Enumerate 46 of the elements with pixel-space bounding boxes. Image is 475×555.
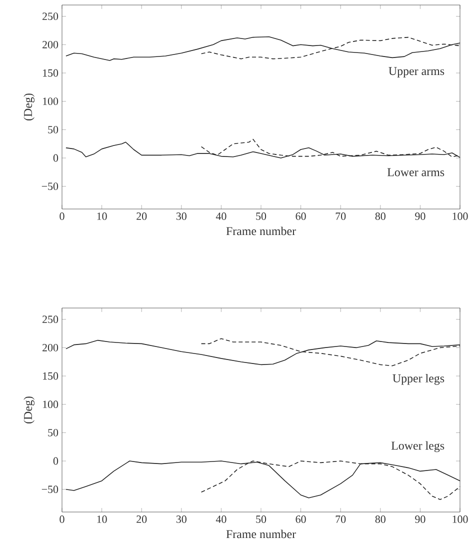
y-tick-label: 100 <box>43 400 58 408</box>
x-tick-label: 60 <box>296 212 306 220</box>
x-tick-label: 100 <box>452 212 468 220</box>
y-tick-label: 0 <box>53 457 58 465</box>
y-tick-label: 0 <box>53 154 58 162</box>
x-tick-label: 80 <box>375 212 386 220</box>
x-tick-label: 40 <box>216 516 226 523</box>
x-tick-label: 90 <box>415 516 426 523</box>
line-series <box>66 36 460 61</box>
y-tick-label: 50 <box>48 428 58 436</box>
x-tick-label: 60 <box>296 516 306 523</box>
y-tick-label: 250 <box>42 12 58 20</box>
x-tick-label: 70 <box>336 516 346 523</box>
x-tick-label: 50 <box>256 516 266 523</box>
x-tick-label: 10 <box>97 516 107 523</box>
x-tick-label: 100 <box>452 516 468 523</box>
y-tick-label: 150 <box>43 372 58 380</box>
x-tick-label: 20 <box>136 516 147 523</box>
x-tick-label: 50 <box>256 212 266 220</box>
x-tick-label: 10 <box>97 212 107 220</box>
y-axis-title: (Deg) <box>24 94 34 120</box>
x-tick-label: 20 <box>136 212 147 220</box>
y-tick-label: 50 <box>48 126 58 134</box>
y-tick-label: 200 <box>42 40 58 48</box>
x-tick-label: 0 <box>60 516 64 523</box>
line-series <box>66 460 460 498</box>
x-tick-label: 90 <box>415 212 426 220</box>
x-axis-title: Frame number <box>226 530 296 538</box>
annotation: Lower legs <box>391 441 444 452</box>
y-tick-label: 250 <box>42 316 58 324</box>
annotation: Upper legs <box>392 374 444 385</box>
annotation: Lower arms <box>387 168 444 176</box>
x-tick-label: 30 <box>176 516 186 523</box>
x-tick-label: 70 <box>336 212 346 220</box>
x-axis-title: Frame number <box>226 226 296 236</box>
x-tick-label: 40 <box>216 212 226 220</box>
y-axis-title: (Deg) <box>24 396 34 424</box>
y-tick-label: 100 <box>43 98 58 106</box>
x-tick-label: 0 <box>60 212 64 220</box>
x-tick-label: 80 <box>375 516 386 523</box>
y-tick-label: −50 <box>42 182 58 190</box>
y-tick-label: 150 <box>43 69 58 77</box>
x-tick-label: 30 <box>176 212 186 220</box>
y-tick-label: 200 <box>42 344 58 352</box>
y-tick-label: −50 <box>42 486 58 494</box>
annotation: Upper arms <box>388 67 444 78</box>
